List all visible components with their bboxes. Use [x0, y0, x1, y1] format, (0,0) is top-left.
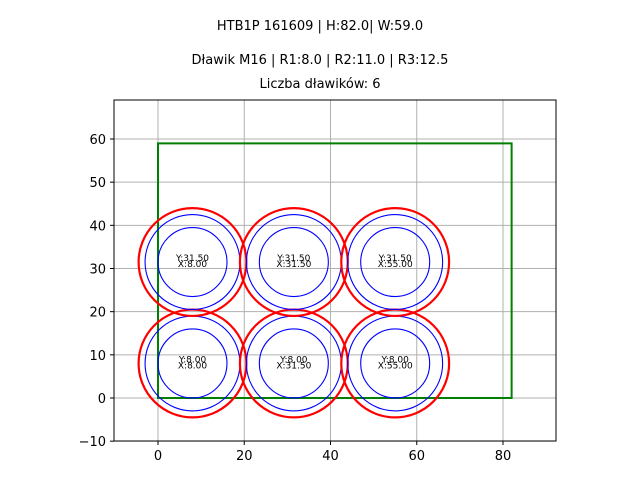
chart-title-line-3: Liczba dławików: 6 [259, 77, 381, 92]
gland-x-label: X:8.00 [178, 260, 208, 270]
cable-gland: Y:31.50X:31.50 [238, 207, 349, 318]
middle-ring-r2 [347, 214, 444, 311]
y-tick-label: 30 [89, 262, 106, 277]
gland-circles: Y:8.00X:8.00Y:8.00X:31.50Y:8.00X:55.00Y:… [137, 207, 451, 419]
gland-x-label: X:31.50 [276, 260, 311, 270]
cable-gland: Y:31.50X:55.00 [340, 207, 451, 318]
gland-y-label: Y:31.50 [276, 254, 310, 264]
x-tick-label: 20 [236, 449, 253, 464]
y-tick-label: 40 [89, 219, 106, 234]
enclosure-rectangle [157, 142, 513, 399]
x-tick-label: 0 [154, 449, 162, 464]
inner-ring-r1 [157, 328, 228, 399]
cable-gland: Y:8.00X:31.50 [238, 308, 349, 419]
gland-y-label: Y:8.00 [178, 355, 207, 365]
chart-title-line-1: HTB1P 161609 | H:82.0| W:59.0 [216, 19, 424, 34]
outer-ring-r3 [340, 207, 451, 318]
x-tick-label: 40 [322, 449, 339, 464]
x-axis-ticks: 0 20 40 60 80 [154, 441, 511, 464]
x-tick-label: 80 [495, 449, 512, 464]
y-tick-label: −10 [79, 435, 106, 450]
cable-gland: Y:8.00X:55.00 [340, 308, 451, 419]
y-tick-label: 20 [89, 306, 106, 321]
y-tick-label: 50 [89, 176, 106, 191]
gland-x-label: X:55.00 [378, 260, 413, 270]
inner-ring-r1 [258, 226, 329, 298]
y-axis-ticks: −10 0 10 20 30 40 50 60 [79, 133, 114, 450]
y-tick-label: 60 [89, 133, 106, 148]
cable-gland: Y:31.50X:8.00 [137, 207, 248, 318]
y-tick-label: 10 [89, 349, 106, 364]
gland-y-label: Y:8.00 [279, 355, 308, 365]
chart-title-line-2: Dławik M16 | R1:8.0 | R2:11.0 | R3:12.5 [191, 53, 449, 68]
y-tick-label: 0 [98, 392, 106, 407]
cable-gland: Y:8.00X:8.00 [137, 308, 248, 419]
x-tick-label: 60 [408, 449, 425, 464]
inner-ring-r1 [360, 328, 431, 399]
gland-y-label: Y:8.00 [381, 355, 410, 365]
gland-y-label: Y:31.50 [378, 254, 412, 264]
inner-ring-r1 [157, 226, 228, 298]
gland-x-label: X:8.00 [178, 361, 208, 371]
gland-x-label: X:31.50 [276, 361, 311, 371]
gland-x-label: X:55.00 [378, 361, 413, 371]
gland-y-label: Y:31.50 [175, 254, 209, 264]
grid-lines [114, 100, 556, 442]
inner-ring-r1 [258, 328, 329, 399]
inner-ring-r1 [360, 226, 431, 298]
plot-frame [113, 99, 557, 442]
